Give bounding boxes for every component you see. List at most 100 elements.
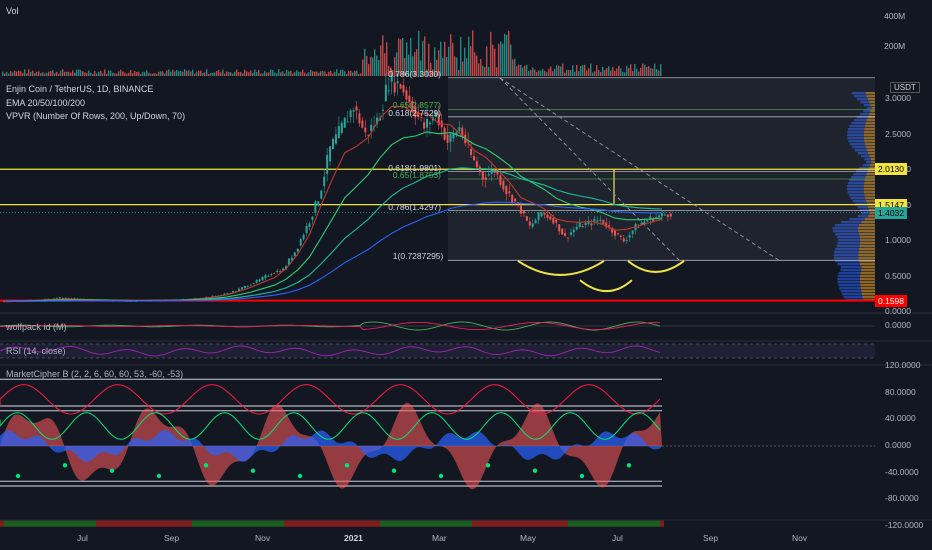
volume-bar — [596, 65, 598, 76]
price-tag: 0.1598 — [875, 294, 907, 307]
mc-trend-strip — [404, 520, 408, 527]
candle-body — [270, 274, 273, 276]
vpvr-bar — [864, 128, 875, 131]
ema-legend[interactable]: EMA 20/50/100/200 — [6, 98, 86, 108]
rsi-label[interactable]: RSI (14, close) — [6, 346, 66, 356]
volume-bar — [452, 43, 454, 76]
volume-bar — [196, 71, 198, 76]
mc-trend-strip — [200, 520, 204, 527]
candle-body — [575, 226, 578, 230]
volume-bar — [522, 67, 524, 76]
volume-bar — [316, 71, 318, 76]
candle-body — [658, 215, 661, 218]
vpvr-bar — [860, 287, 875, 290]
volume-bar — [398, 38, 400, 76]
candle-body — [622, 238, 625, 242]
mc-trend-strip — [208, 520, 212, 527]
volume-bar — [210, 73, 212, 76]
wolfpack-label[interactable]: wolfpack id (M) — [6, 322, 67, 332]
mc-trend-strip — [340, 520, 344, 527]
volume-bar — [34, 73, 36, 76]
symbol-title[interactable]: Enjin Coin / TetherUS, 1D, BINANCE — [6, 84, 154, 94]
volume-bar — [132, 73, 134, 76]
mc-trend-strip — [88, 520, 92, 527]
volume-bar — [300, 71, 302, 76]
volume-bar — [74, 72, 76, 76]
volume-bar — [52, 70, 54, 76]
volume-bar — [630, 64, 632, 76]
candle-body — [508, 191, 511, 194]
candle-body — [405, 90, 408, 100]
volume-bar — [572, 65, 574, 76]
volume-bar — [622, 71, 624, 76]
fib-level-label: 0.65(1.8753) — [392, 170, 441, 181]
mc-trend-strip — [632, 520, 636, 527]
volume-bar — [180, 70, 182, 76]
candle-body — [311, 216, 314, 220]
mc-trend-strip — [48, 520, 52, 527]
mc-trend-strip — [364, 520, 368, 527]
mc-trend-strip — [280, 520, 284, 527]
candle-body — [552, 218, 555, 224]
volume-bar — [482, 65, 484, 76]
mc-trend-strip — [628, 520, 632, 527]
candle-body — [434, 111, 437, 117]
volume-bar — [414, 52, 416, 76]
candle-body — [572, 229, 575, 233]
vpvr-legend[interactable]: VPVR (Number Of Rows, 200, Up/Down, 70) — [6, 111, 186, 121]
mc-trend-strip — [492, 520, 496, 527]
mc-trend-strip — [180, 520, 184, 527]
mc-signal-dot — [532, 468, 538, 473]
candle-body — [608, 225, 611, 227]
mc-rsi-line — [0, 384, 661, 415]
vpvr-bar — [854, 149, 867, 152]
volume-bar — [182, 71, 184, 76]
vpvr-bar — [847, 185, 864, 188]
volume-bar — [20, 71, 22, 76]
vpvr-bar — [857, 227, 875, 230]
vpvr-bar — [860, 239, 875, 242]
mc-trend-strip — [472, 520, 476, 527]
mc-trend-strip — [612, 520, 616, 527]
volume-bar — [156, 73, 158, 76]
pattern-head — [579, 279, 633, 293]
volume-bar — [360, 73, 362, 76]
vpvr-bar — [860, 209, 870, 212]
mc-trend-strip — [68, 520, 72, 527]
mc-tick-label: 0.0000 — [885, 440, 911, 450]
volume-bar — [198, 70, 200, 76]
volume-bar — [578, 71, 580, 76]
candle-body — [211, 295, 214, 297]
volume-bar — [78, 69, 80, 76]
volume-bar — [592, 72, 594, 76]
candle-body — [276, 270, 279, 273]
volume-bar — [162, 71, 164, 76]
volume-bar — [562, 63, 564, 76]
mc-trend-strip — [356, 520, 360, 527]
volume-bar — [494, 48, 496, 76]
mc-trend-strip — [600, 520, 604, 527]
volume-bar — [234, 71, 236, 76]
volume-bar — [322, 71, 324, 76]
marketcipher-label[interactable]: MarketCipher B (2, 2, 6, 60, 60, 53, -60… — [6, 369, 184, 379]
volume-bar — [654, 63, 656, 76]
mc-trend-strip — [236, 520, 240, 527]
volume-bar — [504, 33, 506, 76]
currency-badge[interactable]: USDT — [890, 82, 920, 93]
mc-trend-strip — [608, 520, 612, 527]
mc-trend-strip — [616, 520, 620, 527]
mc-trend-strip — [476, 520, 480, 527]
volume-bar — [170, 71, 172, 76]
candle-body — [549, 216, 552, 220]
candle-body — [282, 268, 285, 271]
candle-body — [661, 213, 663, 217]
mc-tick-label: -80.0000 — [885, 493, 919, 504]
volume-bar — [576, 65, 578, 76]
vpvr-bar — [837, 263, 861, 266]
volume-bar — [42, 72, 44, 76]
volume-label: Vol — [6, 6, 19, 16]
candle-body — [320, 190, 323, 199]
fib-level-label: 0.618(2.7529) — [388, 107, 442, 118]
